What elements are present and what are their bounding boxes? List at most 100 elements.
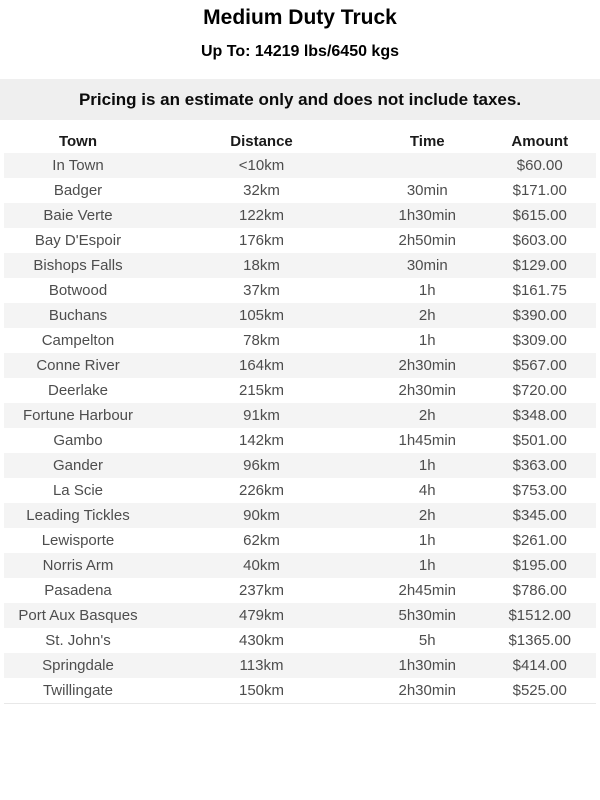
time-cell: 2h30min [398, 382, 457, 399]
table-row: Norris Arm 40km 1h $195.00 [4, 553, 596, 578]
amount-cell: $161.75 [512, 282, 567, 299]
amount-cell: $525.00 [512, 681, 567, 699]
town-cell: Badger [53, 182, 103, 199]
table-row: Buchans 105km 2h $390.00 [4, 303, 596, 328]
time-cell: 1h30min [398, 657, 457, 674]
table-row: Conne River 164km 2h30min $567.00 [4, 353, 596, 378]
town-cell: Bay D'Espoir [34, 232, 122, 249]
distance-cell: 96km [243, 457, 280, 474]
town-cell: Conne River [36, 357, 120, 374]
amount-cell: $261.00 [512, 532, 567, 549]
amount-cell: $501.00 [512, 432, 567, 449]
town-cell: Port Aux Basques [18, 607, 138, 624]
time-cell: 1h [418, 282, 436, 299]
amount-cell: $615.00 [512, 207, 567, 224]
time-cell: 1h30min [398, 207, 457, 224]
distance-cell: 164km [239, 357, 285, 374]
time-cell [371, 153, 483, 178]
amount-cell: $567.00 [512, 357, 567, 374]
time-cell: 4h [418, 482, 436, 499]
town-cell: La Scie [52, 482, 104, 499]
town-cell: Twillingate [42, 681, 114, 699]
town-cell: Norris Arm [42, 557, 114, 574]
amount-cell: $171.00 [512, 182, 567, 199]
table-row: Fortune Harbour 91km 2h $348.00 [4, 403, 596, 428]
amount-cell: $60.00 [516, 157, 563, 174]
table-row: Gambo 142km 1h45min $501.00 [4, 428, 596, 453]
table-row: In Town <10km $60.00 [4, 153, 596, 178]
town-cell: Botwood [48, 282, 108, 299]
amount-cell: $603.00 [512, 232, 567, 249]
town-cell: Leading Tickles [26, 507, 130, 524]
amount-cell: $309.00 [512, 332, 567, 349]
time-cell: 2h [418, 307, 436, 324]
town-cell: In Town [52, 157, 104, 174]
distance-cell: 122km [239, 207, 285, 224]
pricing-table: Town Distance Time Amount In Town <10km $6… [4, 130, 596, 704]
time-cell: 2h30min [398, 357, 457, 374]
column-header-town: Town [58, 133, 98, 150]
amount-cell: $786.00 [512, 582, 567, 599]
time-cell: 5h [418, 632, 436, 649]
distance-cell: 32km [243, 182, 280, 199]
table-row: Baie Verte 122km 1h30min $615.00 [4, 203, 596, 228]
distance-cell: 90km [243, 507, 280, 524]
amount-cell: $129.00 [512, 257, 567, 274]
time-cell: 30min [406, 182, 448, 199]
pricing-table-body: In Town <10km $60.00 Badger 32km 30min $171.00… [4, 153, 596, 703]
amount-cell: $753.00 [512, 482, 567, 499]
pricing-notice-banner: Pricing is an estimate only and does not… [0, 79, 600, 120]
table-row: St. John's 430km 5h $1365.00 [4, 628, 596, 653]
town-cell: Gambo [53, 432, 103, 449]
time-cell: 2h50min [398, 232, 457, 249]
distance-cell: 91km [243, 407, 280, 424]
header-row: Town Distance Time Amount [4, 130, 596, 153]
column-header-distance: Distance [230, 133, 293, 150]
column-header-amount: Amount [511, 133, 569, 150]
table-row: Port Aux Basques 479km 5h30min $1512.00 [4, 603, 596, 628]
distance-cell: 215km [239, 382, 285, 399]
table-row: Lewisporte 62km 1h $261.00 [4, 528, 596, 553]
town-cell: Buchans [48, 307, 108, 324]
amount-cell: $414.00 [512, 657, 567, 674]
table-row: Pasadena 237km 2h45min $786.00 [4, 578, 596, 603]
time-cell: 2h45min [398, 582, 457, 599]
time-cell: 2h [418, 407, 436, 424]
town-cell: Lewisporte [41, 532, 115, 549]
table-row: Gander 96km 1h $363.00 [4, 453, 596, 478]
time-cell: 1h [418, 532, 436, 549]
town-cell: St. John's [45, 632, 111, 649]
column-header-time: Time [409, 133, 445, 150]
amount-cell: $363.00 [512, 457, 567, 474]
table-row: Bay D'Espoir 176km 2h50min $603.00 [4, 228, 596, 253]
town-cell: Pasadena [44, 582, 112, 599]
distance-cell: 105km [239, 307, 285, 324]
distance-cell: <10km [238, 157, 285, 174]
table-row: Badger 32km 30min $171.00 [4, 178, 596, 203]
amount-cell: $1365.00 [508, 632, 572, 649]
town-cell: Bishops Falls [33, 257, 123, 274]
distance-cell: 176km [239, 232, 285, 249]
amount-cell: $348.00 [512, 407, 567, 424]
time-cell: 2h30min [398, 681, 457, 699]
page-title: Medium Duty Truck [203, 6, 397, 29]
distance-cell: 430km [239, 632, 285, 649]
town-cell: Fortune Harbour [22, 407, 134, 424]
distance-cell: 142km [239, 432, 285, 449]
time-cell: 1h45min [398, 432, 457, 449]
table-row: La Scie 226km 4h $753.00 [4, 478, 596, 503]
page-subtitle: Up To: 14219 lbs/6450 kgs [200, 43, 399, 60]
distance-cell: 479km [239, 607, 285, 624]
table-row: Leading Tickles 90km 2h $345.00 [4, 503, 596, 528]
distance-cell: 150km [239, 681, 285, 699]
table-row: Deerlake 215km 2h30min $720.00 [4, 378, 596, 403]
table-row: Botwood 37km 1h $161.75 [4, 278, 596, 303]
distance-cell: 40km [243, 557, 280, 574]
town-cell: Springdale [42, 657, 114, 674]
distance-cell: 78km [243, 332, 280, 349]
distance-cell: 113km [239, 657, 284, 674]
distance-cell: 62km [243, 532, 280, 549]
table-row: Campelton 78km 1h $309.00 [4, 328, 596, 353]
amount-cell: $720.00 [512, 382, 567, 399]
amount-cell: $345.00 [512, 507, 567, 524]
